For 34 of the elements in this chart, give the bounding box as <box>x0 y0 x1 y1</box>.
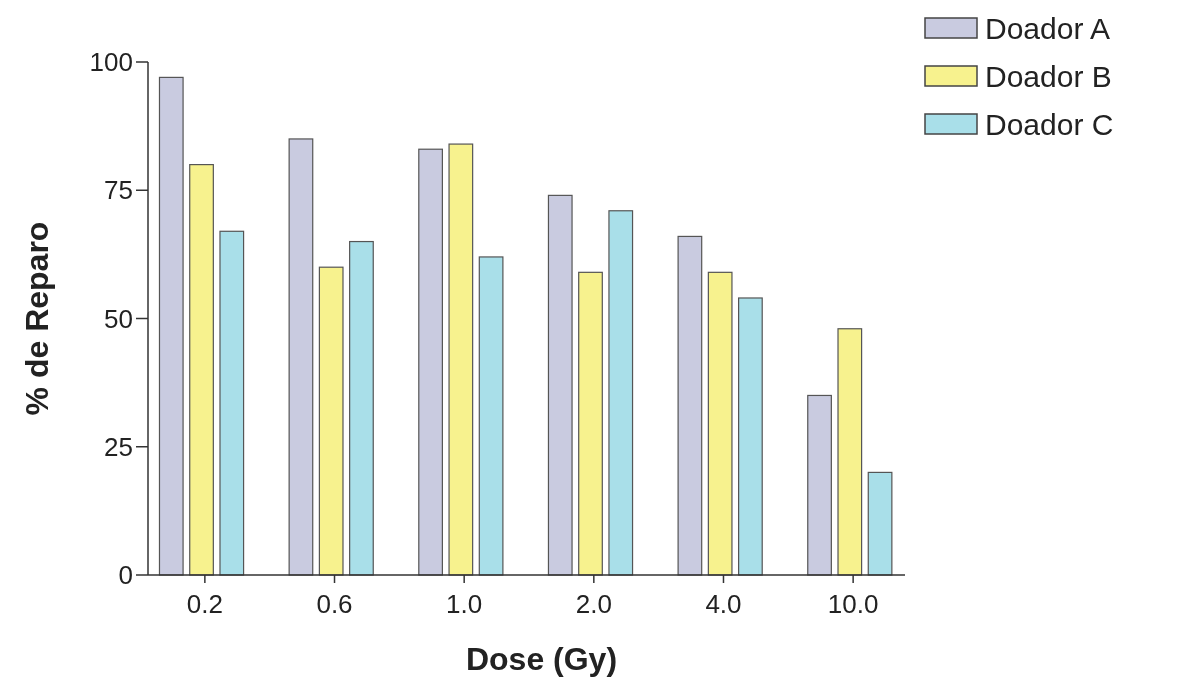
x-tick-label: 0.6 <box>316 589 353 619</box>
bar <box>189 164 214 576</box>
bar <box>448 143 474 576</box>
bar <box>738 297 763 576</box>
legend-label: Doador C <box>985 107 1114 141</box>
bar <box>677 235 703 576</box>
y-tick-label: 100 <box>89 47 133 78</box>
bar <box>547 194 573 576</box>
bar <box>707 271 733 576</box>
x-tick-label: 1.0 <box>446 589 483 619</box>
bar <box>288 138 314 576</box>
y-tick-label: 50 <box>104 303 133 334</box>
y-axis-title: % de Reparo <box>19 221 55 416</box>
y-tick-label: 25 <box>104 431 133 462</box>
bar <box>837 328 863 576</box>
x-tick-label: 2.0 <box>575 589 612 619</box>
x-tick-label: 4.0 <box>705 589 742 619</box>
y-tick-label: 0 <box>118 560 133 591</box>
bar <box>219 230 245 576</box>
x-tick-label: 10.0 <box>827 589 879 619</box>
bar <box>158 76 184 576</box>
bar <box>318 266 344 576</box>
legend-label: Doador B <box>985 59 1112 93</box>
legend-label: Doador A <box>985 11 1111 45</box>
bar <box>349 240 374 576</box>
x-axis-title: Dose (Gy) <box>465 641 618 677</box>
bar <box>867 471 893 576</box>
bar <box>418 148 443 576</box>
y-tick-label: 75 <box>104 175 133 206</box>
x-tick-label: 0.2 <box>186 589 223 619</box>
bar <box>608 210 634 576</box>
bar <box>807 394 832 576</box>
bar <box>478 256 504 576</box>
bar <box>578 271 603 576</box>
